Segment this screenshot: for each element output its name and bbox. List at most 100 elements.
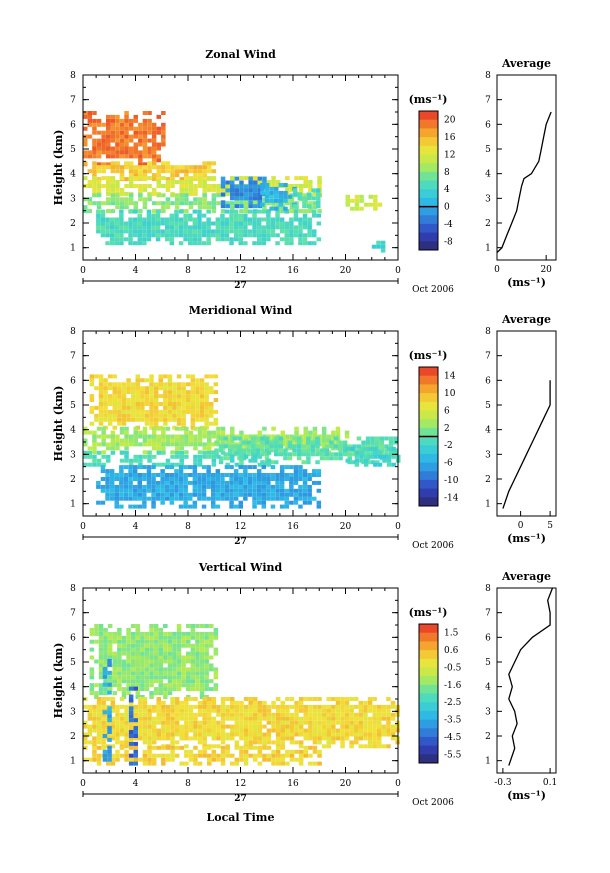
heat-cell	[271, 716, 276, 721]
heat-cell	[140, 635, 145, 640]
heat-cell	[331, 697, 336, 701]
x-tick-label: 8	[185, 522, 191, 532]
heat-cell	[174, 712, 180, 717]
heat-cell	[308, 724, 313, 729]
heat-cell	[135, 671, 140, 676]
heat-cell	[184, 187, 189, 192]
heat-cell	[228, 444, 233, 449]
heat-cell	[174, 426, 180, 431]
heat-cell	[234, 732, 240, 737]
heat-cell	[211, 233, 216, 238]
heat-cell	[98, 667, 104, 672]
heat-cell	[184, 434, 189, 439]
heat-cell	[130, 671, 136, 676]
heat-cell	[135, 663, 140, 668]
heat-cell	[110, 450, 116, 455]
heat-cell	[307, 500, 312, 505]
heat-cell	[126, 405, 131, 410]
heat-cell	[132, 241, 138, 246]
y-tick-label: 2	[70, 732, 76, 742]
heat-cell	[193, 187, 198, 192]
heat-cell	[342, 452, 348, 457]
colorbar-tick-label: 0	[444, 203, 450, 213]
heat-cell	[211, 496, 216, 501]
heat-cell	[352, 452, 357, 457]
heat-cell	[102, 674, 108, 679]
heat-cell	[239, 201, 244, 206]
heat-cell	[115, 757, 120, 762]
heat-cell	[201, 241, 207, 246]
heat-cell	[308, 732, 313, 737]
heat-cell	[209, 687, 214, 692]
heat-cell	[335, 708, 341, 713]
heat-cell	[142, 712, 148, 717]
heat-cell	[207, 446, 212, 451]
heat-cell	[195, 659, 200, 664]
colorbar-segment	[419, 436, 438, 446]
heat-cell	[105, 480, 110, 485]
heat-cell	[289, 465, 294, 470]
heat-cell	[142, 176, 148, 181]
heat-cell	[115, 150, 120, 155]
heat-cell	[83, 724, 88, 729]
heat-cell	[338, 452, 343, 457]
heat-cell	[372, 744, 377, 749]
heat-cell	[169, 225, 175, 230]
heat-cell	[192, 465, 198, 470]
heat-cell	[390, 736, 396, 741]
heat-cell	[142, 700, 148, 705]
heat-cell	[315, 448, 320, 453]
heat-cell	[179, 745, 184, 750]
heat-cell	[188, 180, 194, 184]
heat-cell	[163, 671, 168, 676]
heat-cell	[153, 386, 159, 391]
heat-cell	[105, 477, 110, 481]
heat-cell	[158, 386, 163, 391]
heat-cell	[312, 473, 317, 477]
colorbar-tick-label: 14	[444, 372, 456, 382]
heat-cell	[147, 720, 152, 725]
heat-cell	[298, 744, 304, 749]
heat-cell	[184, 736, 189, 741]
heat-cell	[213, 667, 219, 672]
heat-cell	[260, 460, 265, 465]
heat-cell	[248, 728, 253, 733]
heat-cell	[207, 184, 212, 188]
heat-cell	[224, 488, 230, 493]
heat-cell	[289, 184, 295, 188]
heat-cell	[380, 244, 386, 249]
heat-cell	[169, 233, 175, 238]
average-y-tick-label: 5	[485, 145, 491, 155]
heat-cell	[176, 687, 182, 692]
heat-cell	[92, 450, 97, 455]
heat-cell	[211, 716, 217, 721]
heat-cell	[270, 496, 276, 501]
heat-cell	[179, 177, 184, 182]
heat-cell	[126, 691, 131, 696]
heat-cell	[338, 456, 343, 461]
heat-cell	[124, 740, 129, 745]
heat-cell	[172, 402, 177, 406]
heat-cell	[224, 480, 230, 485]
heat-cell	[176, 390, 182, 395]
heat-cell	[142, 504, 147, 509]
heat-cell	[165, 462, 171, 467]
heat-cell	[326, 434, 331, 439]
heat-cell	[294, 732, 299, 737]
heat-cell	[264, 456, 270, 461]
heat-cell	[298, 761, 304, 766]
heat-cell	[87, 732, 93, 737]
heat-cell	[379, 440, 385, 445]
heat-cell	[149, 382, 154, 387]
heat-cell	[181, 683, 186, 688]
heat-cell	[161, 761, 166, 766]
heat-cell	[117, 679, 122, 684]
heat-cell	[156, 434, 161, 439]
heat-cell	[124, 138, 129, 143]
heat-cell	[161, 111, 166, 115]
heat-cell	[181, 421, 186, 426]
heat-cell	[201, 480, 207, 485]
heat-cell	[161, 716, 166, 721]
heat-cell	[124, 753, 129, 758]
